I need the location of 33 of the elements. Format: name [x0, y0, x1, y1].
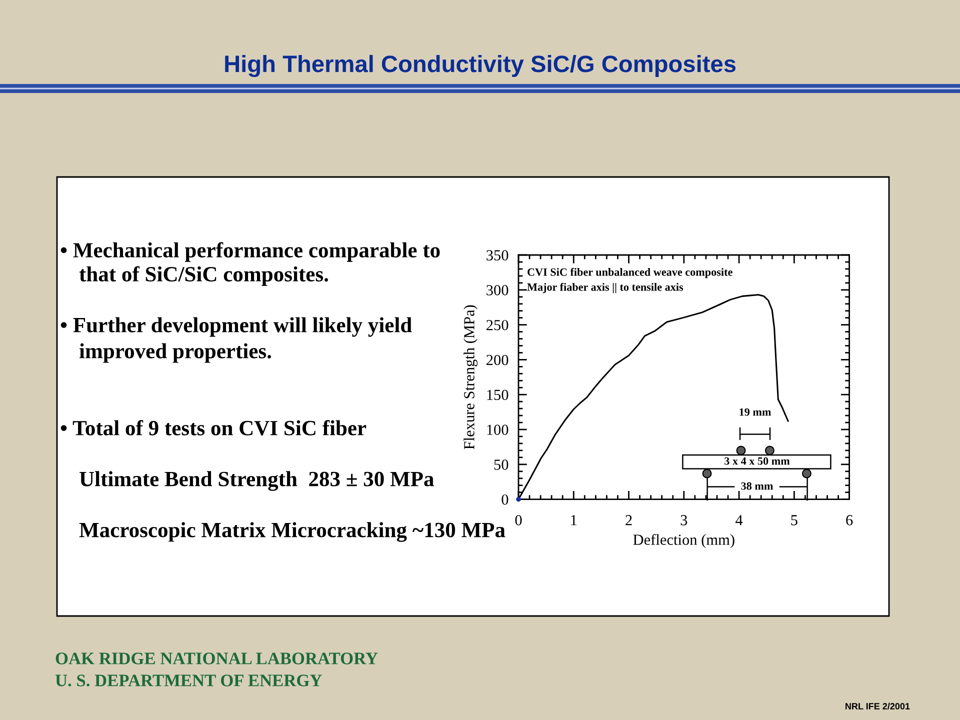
- x-tick-label: 3: [680, 515, 688, 526]
- text: NRL IFE 2/2001: [846, 702, 910, 710]
- y-tick-label: 50: [494, 460, 508, 470]
- x-tick-label: 1: [571, 515, 577, 526]
- y-tick-label: 250: [486, 320, 508, 330]
- x-tick-label: 6: [846, 515, 853, 526]
- text: U. S. DEPARTMENT OF ENERGY: [55, 674, 322, 686]
- y-tick-label: 100: [487, 424, 508, 435]
- y-tick-label: 150: [487, 390, 508, 400]
- annotation: 3 x 4 x 50 mm: [724, 457, 790, 465]
- text: • Total of 9 tests on CVI SiC fiber: [60, 420, 366, 436]
- x-tick-label: 4: [736, 515, 743, 526]
- annotation: Major fiaber axis || to tensile axis: [527, 282, 684, 294]
- x-tick-label: 5: [791, 515, 798, 526]
- annotation: 38 mm: [741, 482, 774, 490]
- y-tick-label: 350: [486, 250, 508, 260]
- y-tick-label: 200: [486, 354, 508, 366]
- chart-title: High Thermal Conductivity SiC/G Composites: [225, 54, 736, 78]
- text: • Further development will likely yield: [60, 317, 412, 337]
- text: Ultimate Bend Strength 283 ± 30 MPa: [80, 471, 434, 491]
- text: improved properties.: [79, 343, 272, 363]
- x-axis-title: Deflection (mm): [633, 534, 734, 548]
- annotation: 19 mm: [740, 408, 772, 416]
- y-axis-title: Flexure Strength (MPa): [464, 305, 478, 450]
- text: • Mechanical performance comparable to: [60, 242, 440, 262]
- y-tick-label: 300: [486, 285, 508, 296]
- x-tick-label: 2: [626, 515, 632, 526]
- annotation: CVI SiC fiber unbalanced weave composite: [528, 268, 732, 278]
- text: that of SiC/SiC composites.: [79, 266, 328, 286]
- text: Macroscopic Matrix Microcracking ~130 MPa: [79, 522, 506, 542]
- text: OAK RIDGE NATIONAL LABORATORY: [56, 652, 378, 664]
- y-tick-label: 0: [502, 494, 508, 505]
- x-tick-label: 0: [515, 515, 522, 526]
